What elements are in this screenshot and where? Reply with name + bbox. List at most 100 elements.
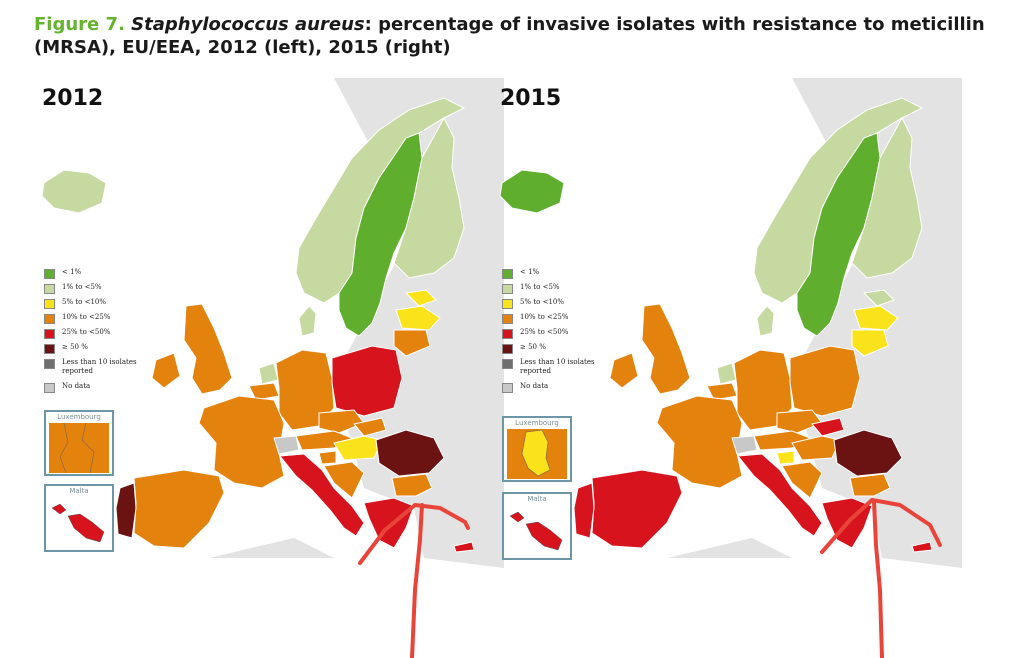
country-italy bbox=[737, 453, 823, 537]
country-romania bbox=[375, 429, 445, 477]
year-label: 2015 bbox=[500, 86, 562, 111]
title-text: : percentage of invasive isolates with r… bbox=[34, 14, 985, 58]
legend-label: 25% to <50% bbox=[520, 328, 569, 336]
malta-shape bbox=[51, 503, 105, 543]
country-poland bbox=[331, 345, 403, 417]
legend-label: 1% to <5% bbox=[62, 283, 102, 291]
country-lithuania bbox=[393, 329, 431, 357]
country-bulgaria bbox=[391, 473, 433, 497]
country-finland bbox=[851, 116, 923, 279]
country-croatia bbox=[323, 461, 365, 499]
species-name: Staphylococcus aureus bbox=[131, 14, 365, 35]
country-estonia bbox=[862, 289, 895, 307]
country-france bbox=[198, 395, 285, 489]
legend-label: 5% to <10% bbox=[520, 298, 565, 306]
country-greece bbox=[363, 497, 415, 549]
year-label: 2012 bbox=[42, 86, 104, 111]
country-spain bbox=[133, 469, 225, 549]
luxembourg-shape bbox=[507, 429, 567, 479]
legend-swatch bbox=[502, 299, 513, 309]
legend-item: ≥ 50 % bbox=[44, 343, 164, 358]
country-czech bbox=[318, 409, 365, 434]
legend-item: Less than 10 isolates reported bbox=[44, 358, 164, 382]
legend-label: 10% to <25% bbox=[62, 313, 111, 321]
map-panel-2012: 2012 < 1% 1% to <5% 5% to <10% 10% to <25% 2… bbox=[34, 78, 504, 578]
legend-label: ≥ 50 % bbox=[520, 343, 546, 351]
luxembourg-inset: Luxembourg bbox=[44, 410, 114, 476]
legend-item: 1% to <5% bbox=[502, 283, 622, 298]
legend-swatch bbox=[44, 284, 55, 294]
country-slovenia bbox=[318, 450, 337, 465]
legend-swatch bbox=[44, 344, 55, 354]
legend-label: 10% to <25% bbox=[520, 313, 569, 321]
country-portugal bbox=[573, 482, 595, 539]
legend-label: 25% to <50% bbox=[62, 328, 111, 336]
legend-item: No data bbox=[44, 382, 164, 397]
country-netherlands bbox=[716, 362, 737, 385]
malta-inset-label: Malta bbox=[527, 495, 547, 503]
legend-item: 25% to <50% bbox=[44, 328, 164, 343]
country-uk bbox=[183, 303, 233, 395]
luxembourg-inset: Luxembourg bbox=[502, 416, 572, 482]
map-panel-2015: 2015 < 1% 1% to <5% 5% to <10% 10% to <25% 2… bbox=[492, 78, 962, 578]
legend-swatch bbox=[44, 269, 55, 279]
legend-item: ≥ 50 % bbox=[502, 343, 622, 358]
country-switzerland bbox=[731, 435, 758, 455]
country-romania bbox=[833, 429, 903, 477]
figure-title: Figure 7. Staphylococcus aureus: percent… bbox=[34, 13, 1009, 59]
legend-item: 10% to <25% bbox=[44, 313, 164, 328]
legend-swatch bbox=[502, 383, 513, 393]
country-iceland bbox=[499, 169, 565, 214]
country-latvia bbox=[395, 305, 441, 331]
europe-map-2015 bbox=[499, 78, 962, 568]
legend-swatch bbox=[44, 383, 55, 393]
legend-swatch bbox=[44, 329, 55, 339]
country-slovakia bbox=[353, 417, 387, 437]
legend: < 1% 1% to <5% 5% to <10% 10% to <25% 25% to… bbox=[44, 268, 164, 397]
legend-item: 5% to <10% bbox=[44, 298, 164, 313]
legend-label: Less than 10 isolates reported bbox=[62, 358, 137, 375]
legend-swatch bbox=[502, 284, 513, 294]
country-portugal bbox=[115, 482, 137, 539]
legend-label: ≥ 50 % bbox=[62, 343, 88, 351]
country-ireland bbox=[151, 352, 181, 389]
country-uk bbox=[641, 303, 691, 395]
malta-shape bbox=[509, 511, 563, 551]
legend-label: No data bbox=[62, 382, 91, 390]
legend-swatch bbox=[502, 314, 513, 324]
country-bulgaria bbox=[849, 473, 891, 497]
country-lithuania bbox=[851, 329, 889, 357]
legend-item: 25% to <50% bbox=[502, 328, 622, 343]
country-greece bbox=[821, 497, 873, 549]
legend-label: < 1% bbox=[62, 268, 82, 276]
legend-item: 1% to <5% bbox=[44, 283, 164, 298]
malta-inset-label: Malta bbox=[69, 487, 89, 495]
legend-item: 10% to <25% bbox=[502, 313, 622, 328]
legend-item: Less than 10 isolates reported bbox=[502, 358, 622, 382]
country-estonia bbox=[404, 289, 437, 307]
legend-swatch bbox=[502, 344, 513, 354]
country-ireland bbox=[609, 352, 639, 389]
country-denmark bbox=[756, 305, 775, 337]
country-slovakia bbox=[811, 417, 845, 437]
legend-swatch bbox=[502, 269, 513, 279]
country-finland bbox=[393, 116, 465, 279]
legend-item: 5% to <10% bbox=[502, 298, 622, 313]
legend-swatch bbox=[502, 359, 513, 369]
legend-swatch bbox=[44, 299, 55, 309]
legend-label: < 1% bbox=[520, 268, 540, 276]
legend-item: No data bbox=[502, 382, 622, 397]
legend: < 1% 1% to <5% 5% to <10% 10% to <25% 25% to… bbox=[502, 268, 622, 397]
luxembourg-shape bbox=[49, 422, 109, 474]
country-slovenia bbox=[776, 450, 795, 465]
legend-swatch bbox=[44, 359, 55, 369]
country-czech bbox=[776, 409, 823, 434]
legend-item: < 1% bbox=[44, 268, 164, 283]
country-spain bbox=[591, 469, 683, 549]
figure-label: Figure 7. bbox=[34, 14, 125, 35]
luxembourg-fill bbox=[49, 423, 109, 473]
legend-item: < 1% bbox=[502, 268, 622, 283]
country-denmark bbox=[298, 305, 317, 337]
legend-label: No data bbox=[520, 382, 549, 390]
legend-label: Less than 10 isolates reported bbox=[520, 358, 595, 375]
